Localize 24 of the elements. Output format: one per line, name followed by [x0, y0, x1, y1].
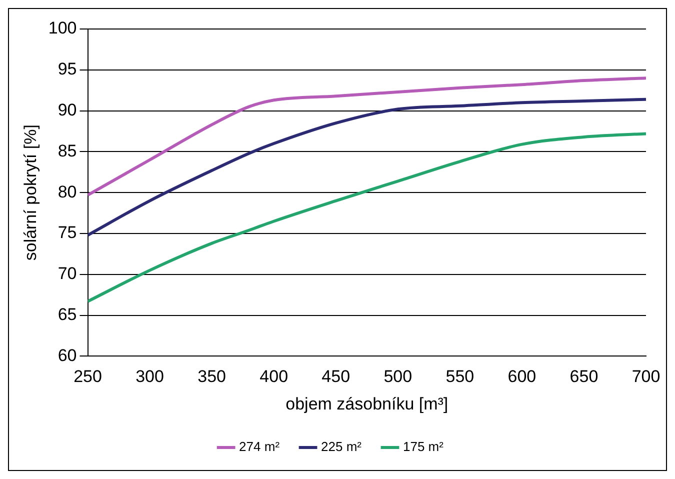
y-tick-label: 90: [58, 100, 77, 120]
x-tick-label: 600: [508, 367, 536, 386]
x-tick-label: 500: [384, 367, 412, 386]
legend-label: 225 m²: [321, 439, 362, 454]
y-tick-label: 85: [58, 141, 77, 160]
x-tick-label: 300: [136, 367, 164, 386]
x-tick-label: 550: [446, 367, 474, 386]
y-tick-label: 75: [58, 223, 77, 242]
x-tick-label: 650: [570, 367, 598, 386]
x-tick-label: 450: [322, 367, 350, 386]
y-tick-label: 95: [58, 60, 77, 79]
y-tick-label: 70: [58, 264, 77, 284]
x-tick-label: 700: [632, 367, 660, 386]
y-tick-label: 60: [58, 346, 77, 365]
x-axis-title: objem zásobníku [m³]: [286, 394, 448, 414]
y-tick-label: 100: [48, 18, 77, 38]
x-tick-label: 350: [198, 367, 226, 386]
x-tick-label: 250: [74, 367, 102, 386]
legend-label: 274 m²: [239, 439, 280, 454]
x-tick-label: 400: [260, 367, 288, 386]
y-tick-label: 80: [58, 182, 77, 202]
y-tick-label: 65: [58, 304, 77, 324]
legend-label: 175 m²: [402, 439, 444, 454]
y-axis-title: solární pokrytí [%]: [20, 124, 40, 261]
